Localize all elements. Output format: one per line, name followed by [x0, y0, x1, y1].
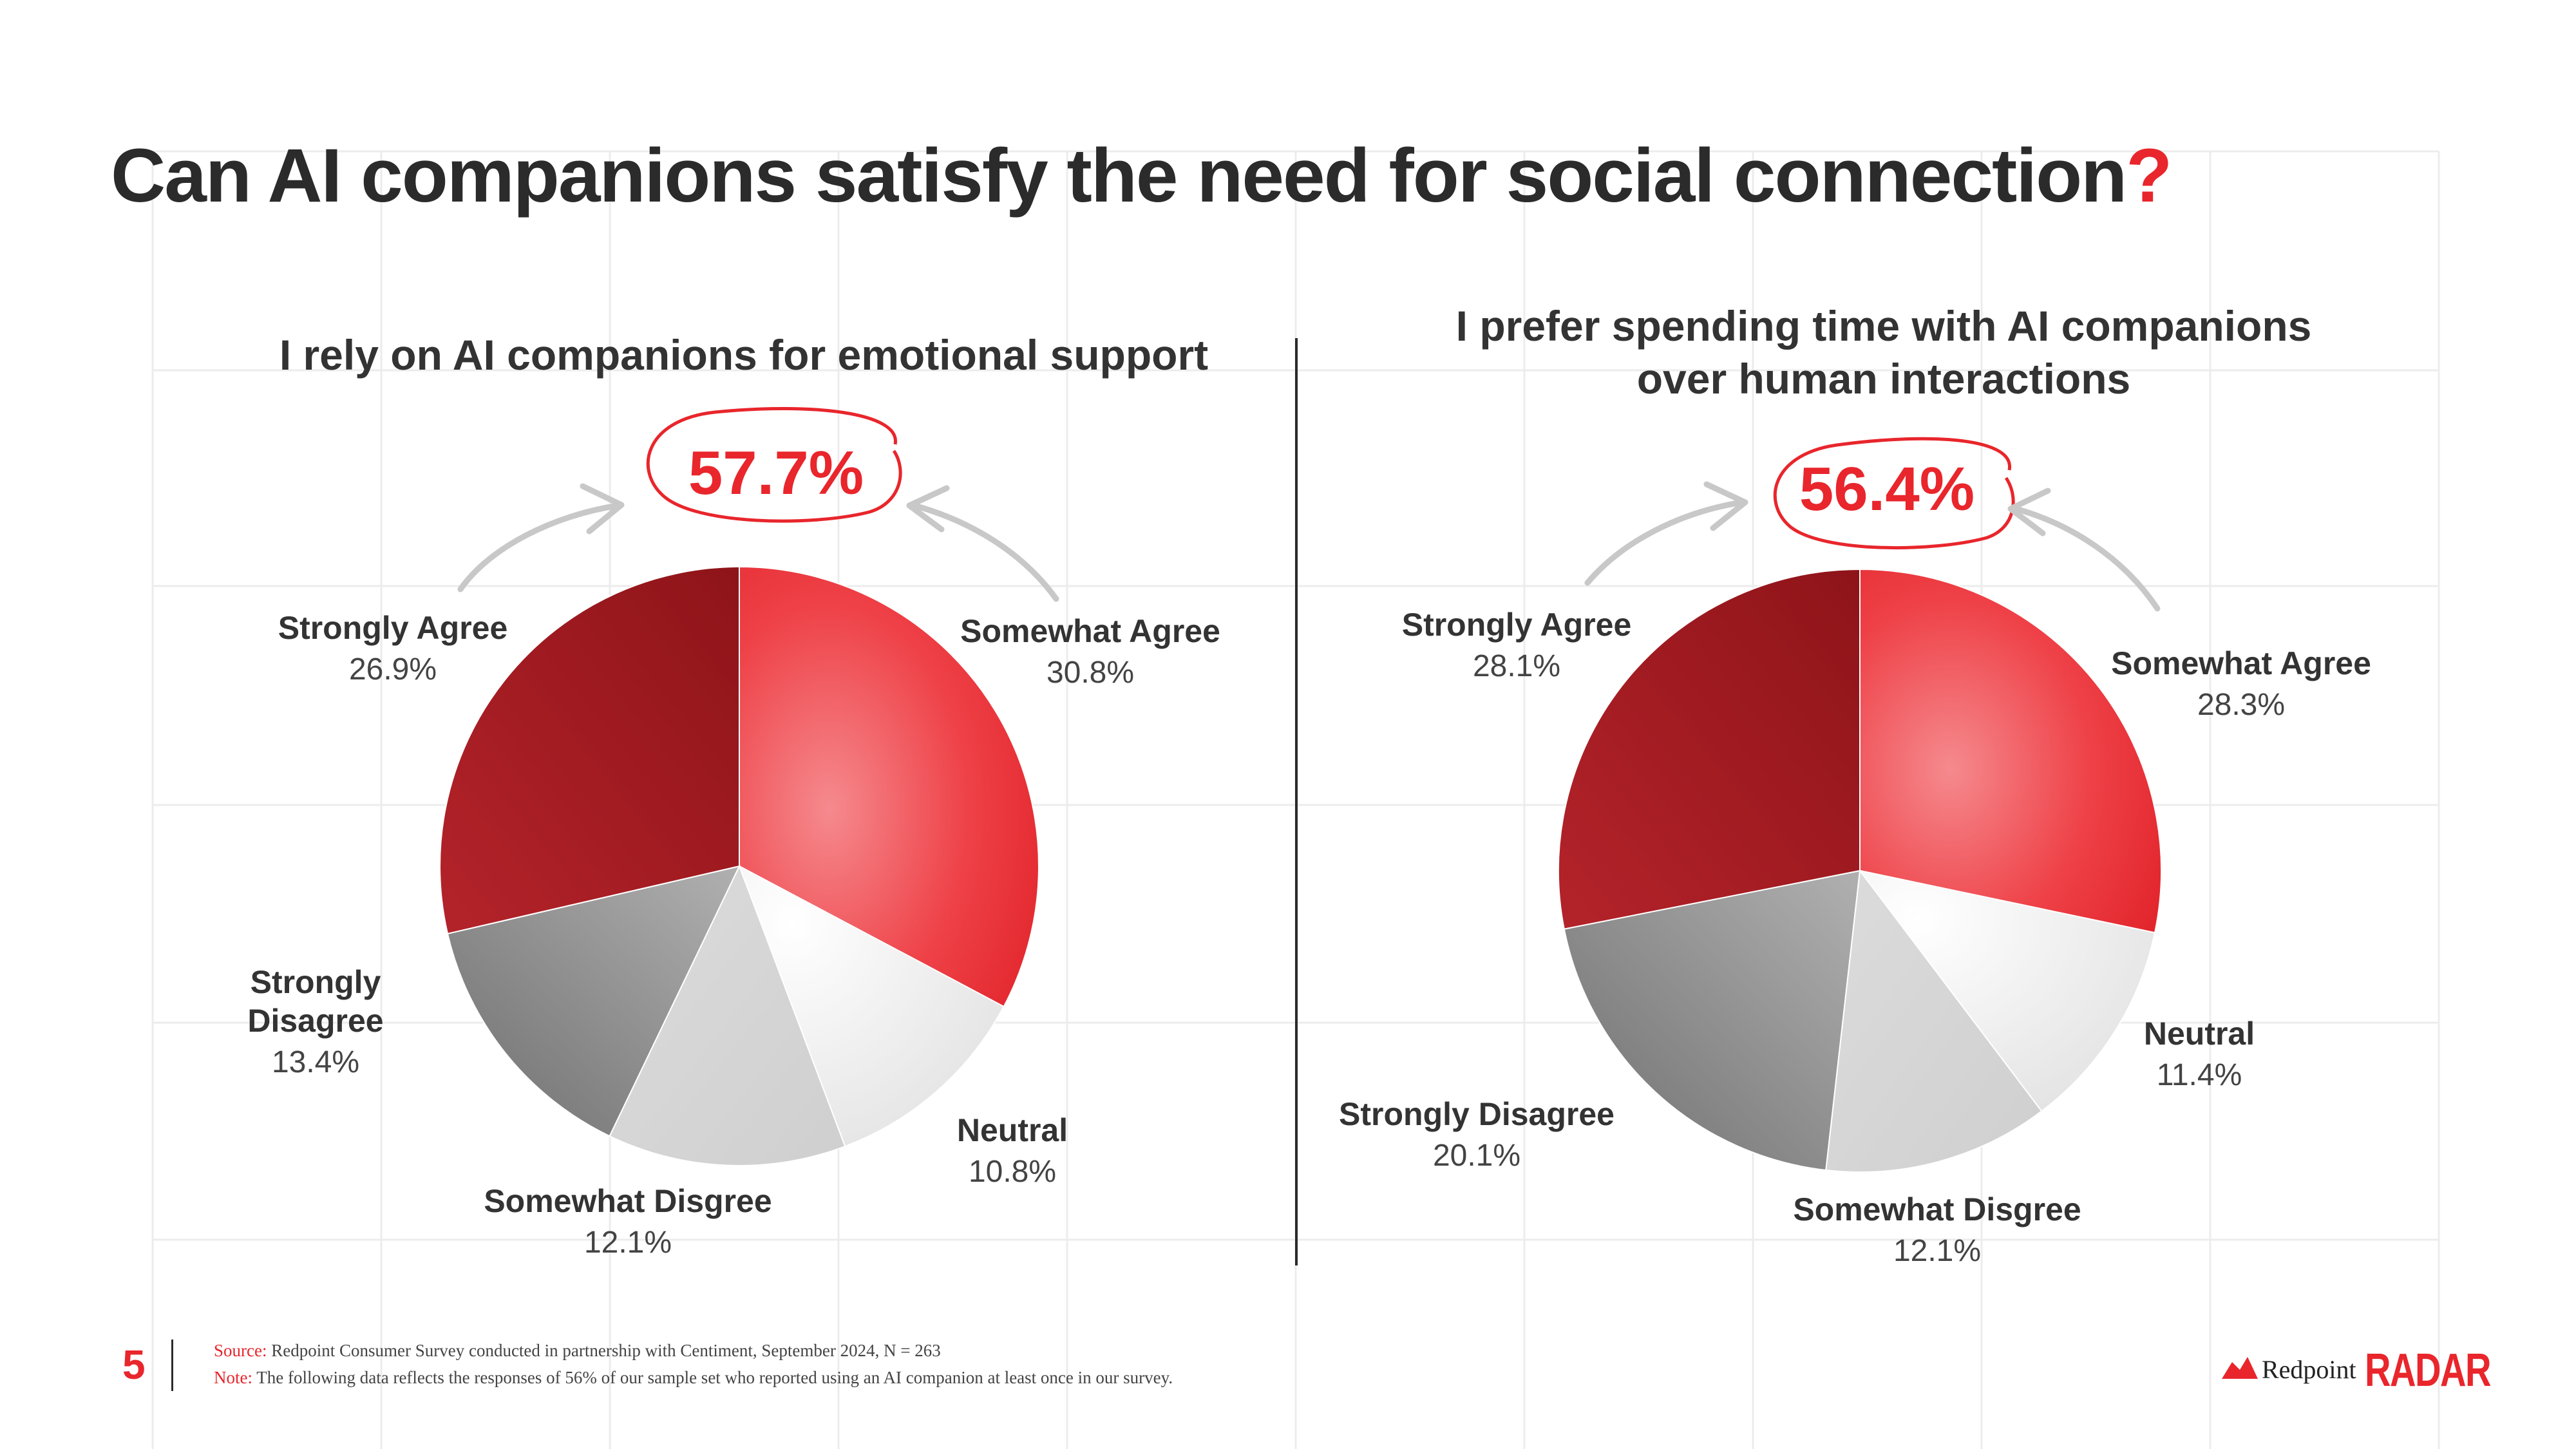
callout-value-right: 56.4% — [1799, 455, 1975, 524]
callout-ellipse-right — [1773, 437, 2015, 550]
pie-chart-emotional-support — [439, 565, 1039, 1166]
chart-divider — [1295, 338, 1298, 1265]
pie-chart-prefer-ai — [1557, 568, 2162, 1173]
slice-label-strongly-agree: Strongly Agree 28.1% — [1402, 605, 1632, 689]
footer-source-label: Source: — [214, 1341, 267, 1360]
pie-slice-somewhat-disagree — [1825, 869, 2043, 1173]
arrow-left-pie-left — [457, 502, 621, 592]
slice-label-value: 13.4% — [271, 1045, 360, 1079]
slice-label-value: 10.8% — [968, 1155, 1057, 1189]
brand-name: Redpoint — [2262, 1355, 2356, 1384]
footer-source: Source: Redpoint Consumer Survey conduct… — [214, 1341, 941, 1361]
slice-label-neutral: Neutral 10.8% — [957, 1111, 1068, 1195]
slice-label-somewhat-agree: Somewhat Agree 30.8% — [960, 612, 1220, 696]
redpoint-mark-icon — [2222, 1357, 2258, 1379]
footer-note: Note: The following data reflects the re… — [214, 1368, 1173, 1388]
pie-slice-somewhat-agree — [739, 565, 1039, 1008]
slice-label-neutral: Neutral 11.4% — [2144, 1014, 2255, 1098]
slice-label-value: 28.1% — [1472, 649, 1561, 683]
slice-label-name: Somewhat Agree — [2111, 645, 2371, 681]
slice-label-value: 11.4% — [2156, 1058, 2242, 1092]
arrow-right-pie-left — [911, 502, 1059, 602]
brand-product: RADAR — [2365, 1345, 2492, 1396]
slice-label-name: Strongly Disagree — [1339, 1096, 1615, 1132]
slice-label-somewhat-agree: Somewhat Agree 28.3% — [2111, 644, 2371, 728]
page-title: Can AI companions satisfy the need for s… — [111, 132, 2172, 220]
slice-label-value: 26.9% — [348, 652, 437, 687]
pie-slice-strongly-disagree — [446, 865, 741, 1137]
slice-label-name: Neutral — [956, 1112, 1068, 1148]
pie-slice-strongly-agree — [439, 565, 740, 934]
footer-divider — [171, 1340, 173, 1391]
page-title-text: Can AI companions satisfy the need for s… — [111, 133, 2127, 218]
brand-logo: Redpoint RADAR — [2222, 1343, 2492, 1396]
slice-label-somewhat-disagree: Somewhat Disgree 12.1% — [484, 1182, 772, 1265]
page-number: 5 — [122, 1341, 146, 1388]
footer-note-text: The following data reflects the response… — [256, 1368, 1173, 1387]
slice-label-value: 28.3% — [2197, 688, 2286, 722]
footer-note-label: Note: — [214, 1368, 252, 1387]
slice-label-somewhat-disagree: Somewhat Disgree 12.1% — [1793, 1190, 2081, 1274]
pie-slice-somewhat-agree — [1859, 568, 2162, 934]
slice-label-name: Strongly Agree — [278, 610, 508, 646]
slice-label-value: 12.1% — [1893, 1234, 1982, 1268]
slice-label-name: Somewhat Disgree — [484, 1183, 772, 1219]
slice-label-value: 20.1% — [1432, 1139, 1521, 1173]
pie-slice-neutral — [738, 864, 1005, 1148]
slice-label-strongly-disagree: Strongly Disagree 20.1% — [1339, 1095, 1615, 1179]
slice-label-strongly-agree: Strongly Agree 26.9% — [278, 609, 508, 692]
chart-right-title-line-1: I prefer spending time with AI companion… — [1455, 302, 2312, 350]
footer-source-text: Redpoint Consumer Survey conducted in pa… — [271, 1341, 941, 1360]
pie-slice-strongly-agree — [1557, 568, 1861, 930]
slice-label-name: Strongly Agree — [1401, 607, 1632, 643]
pie-slice-strongly-disagree — [1563, 869, 1861, 1171]
slice-label-name: Somewhat Disgree — [1793, 1191, 2081, 1227]
pie-slice-somewhat-disagree — [609, 864, 846, 1166]
callout-value-left: 57.7% — [688, 439, 864, 507]
callout-ellipse-left — [646, 406, 902, 523]
page-title-accent: ? — [2126, 133, 2172, 218]
chart-right-title-line-2: over human interactions — [1636, 355, 2131, 402]
slice-label-name: Somewhat Agree — [960, 613, 1220, 649]
arrow-left-pie-right — [1584, 499, 1745, 586]
slice-label-strongly-disagree: Strongly Disagree 13.4% — [242, 963, 390, 1085]
slice-label-value: 12.1% — [583, 1226, 672, 1260]
slice-label-name: Neutral — [2143, 1016, 2255, 1052]
slice-label-name: Strongly Disagree — [247, 964, 384, 1039]
arrow-right-pie-right — [2012, 506, 2161, 612]
chart-left-title: I rely on AI companions for emotional su… — [279, 331, 1209, 379]
chart-right-title: I prefer spending time with AI companion… — [1456, 299, 2312, 405]
slice-label-value: 30.8% — [1046, 656, 1135, 690]
pie-slice-neutral — [1858, 869, 2156, 1112]
